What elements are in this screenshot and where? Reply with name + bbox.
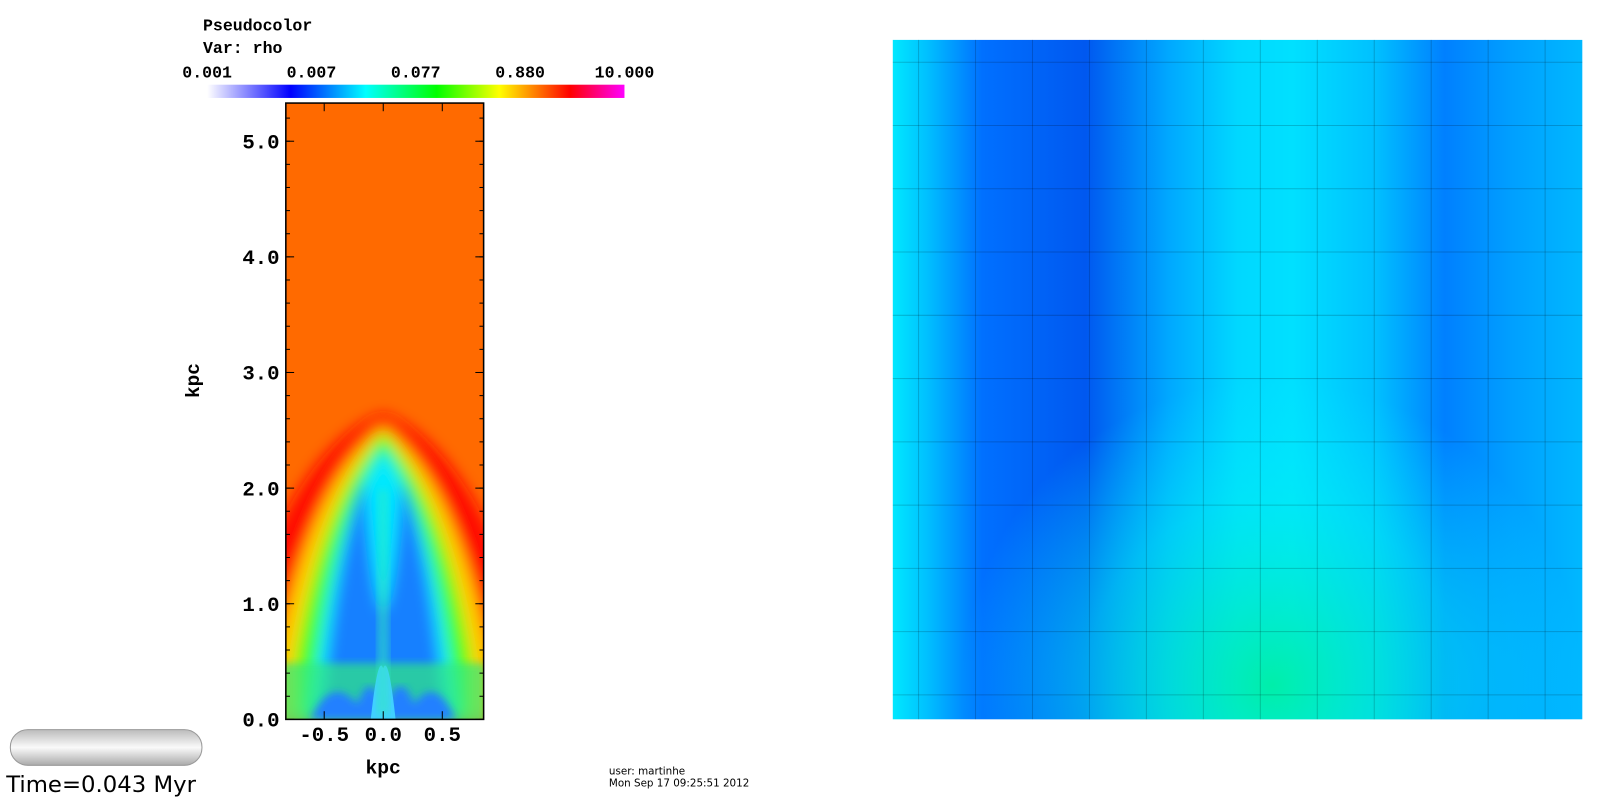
y-tick-label: 3.0 (242, 364, 279, 387)
colorbar-label: 0.077 (391, 64, 441, 83)
legend-title: Pseudocolor (203, 17, 312, 36)
y-axis-label: kpc (183, 363, 205, 398)
x-tick-label: -0.5 (299, 725, 349, 748)
colorbar-label: 0.001 (182, 64, 232, 83)
date-label: Mon Sep 17 09:25:51 2012 (609, 778, 749, 790)
y-tick-label: 2.0 (242, 479, 279, 502)
user-label: user: martinhe (609, 766, 685, 778)
legend-variable: Var: rho (203, 39, 283, 58)
colorbar-label: 0.880 (495, 64, 545, 83)
y-tick-label: 0.0 (242, 711, 279, 734)
y-tick-label: 1.0 (242, 595, 279, 618)
x-axis-label: kpc (365, 758, 400, 780)
y-tick-label: 5.0 (242, 132, 279, 155)
pseudocolor-image (285, 103, 484, 720)
x-tick-label: 0.0 (365, 725, 402, 748)
plot-frame (285, 102, 485, 721)
zoom-view (892, 39, 1583, 720)
colorbar (207, 84, 625, 98)
colorbar-label: 10.000 (595, 64, 655, 83)
colorbar-label: 0.007 (287, 64, 337, 83)
time-label: Time=0.043 Myr (5, 772, 196, 798)
x-tick-label: 0.5 (424, 725, 461, 748)
y-tick-label: 4.0 (242, 248, 279, 271)
time-slider[interactable] (9, 729, 203, 766)
